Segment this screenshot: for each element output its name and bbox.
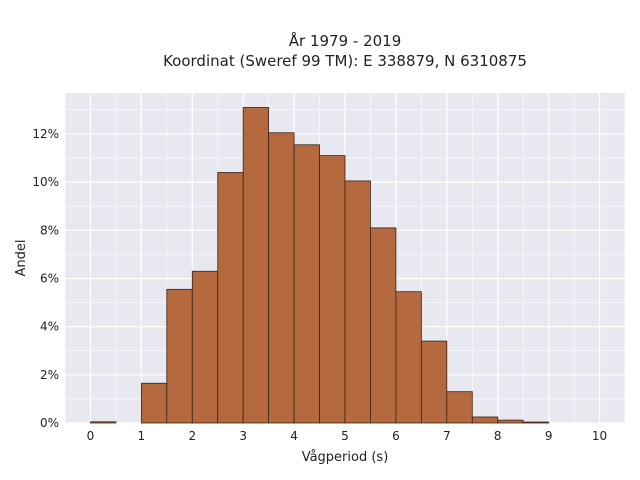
histogram-bar xyxy=(319,155,346,424)
x-tick-label: 4 xyxy=(290,429,298,443)
y-tick-label: 10% xyxy=(32,175,59,189)
histogram-bar xyxy=(395,291,422,424)
x-tick-label: 1 xyxy=(138,429,146,443)
histogram-bar xyxy=(191,270,219,424)
bars xyxy=(90,107,550,424)
histogram-bar xyxy=(293,144,320,424)
y-axis: 0% 2% 4% 6% 8% 10% 12% xyxy=(32,127,59,430)
x-axis-label: Vågperiod (s) xyxy=(302,450,389,465)
x-tick-label: 6 xyxy=(392,429,400,443)
histogram-bar xyxy=(90,421,117,424)
histogram-bar xyxy=(420,340,448,424)
histogram-bar xyxy=(242,107,270,424)
y-tick-label: 12% xyxy=(32,127,59,141)
histogram-bar xyxy=(370,227,397,424)
x-tick-label: 3 xyxy=(239,429,247,443)
histogram-bar xyxy=(344,180,371,424)
x-tick-label: 9 xyxy=(545,429,553,443)
y-tick-label: 8% xyxy=(40,223,59,237)
x-axis: 0 1 2 3 4 5 6 7 8 9 10 xyxy=(87,429,608,443)
histogram-bar xyxy=(140,382,168,424)
y-axis-label: Andel xyxy=(14,240,29,277)
x-tick-label: 0 xyxy=(87,429,95,443)
histogram-bar xyxy=(268,132,295,424)
histogram-bar xyxy=(217,172,244,424)
chart-title-line-2: Koordinat (Sweref 99 TM): E 338879, N 63… xyxy=(163,52,527,70)
x-tick-label: 10 xyxy=(592,429,607,443)
histogram-bar xyxy=(522,421,550,424)
x-tick-label: 7 xyxy=(443,429,451,443)
y-tick-label: 0% xyxy=(40,416,59,430)
x-tick-label: 5 xyxy=(341,429,349,443)
y-tick-label: 4% xyxy=(40,320,59,334)
histogram-bar xyxy=(471,416,499,424)
y-tick-label: 2% xyxy=(40,368,59,382)
histogram-bar xyxy=(446,391,473,424)
histogram-bar xyxy=(497,419,524,424)
chart-title-line-1: År 1979 - 2019 xyxy=(289,31,402,50)
y-tick-label: 6% xyxy=(40,271,59,285)
x-tick-label: 8 xyxy=(494,429,502,443)
histogram-bar xyxy=(166,288,193,424)
x-tick-label: 2 xyxy=(188,429,196,443)
